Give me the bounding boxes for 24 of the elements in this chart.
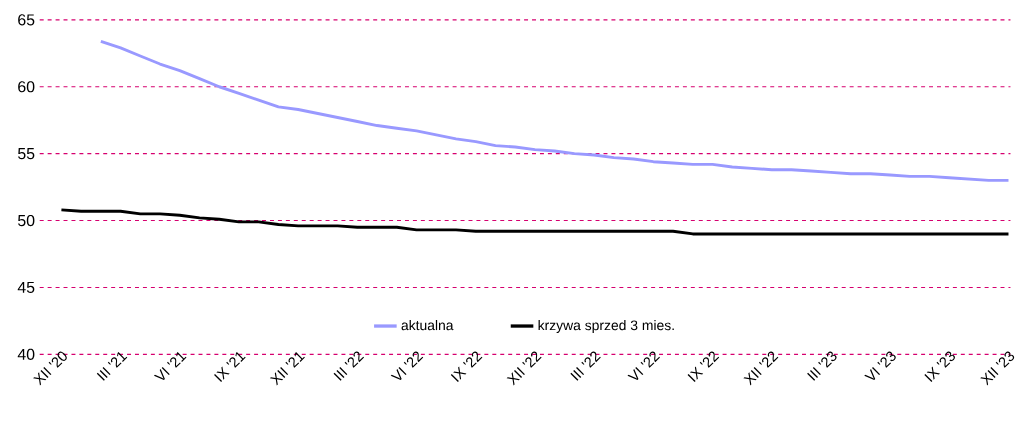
x-tick-label: XII '22 <box>506 351 542 386</box>
x-tick-label: IX '22 <box>450 351 483 383</box>
y-tick-label: 40 <box>17 348 35 361</box>
x-tick-label: VI '21 <box>153 352 187 381</box>
x-tick-label: XII '23 <box>980 351 1015 386</box>
x-tick-label: III '22 <box>570 351 601 381</box>
y-tick-label: 45 <box>17 281 35 294</box>
x-tick-label: III '23 <box>807 351 837 381</box>
x-tick-label: IX '22 <box>687 351 720 383</box>
x-tick-label: IX '21 <box>214 352 246 383</box>
x-tick-label: IX '23 <box>924 351 955 383</box>
x-tick-label: VI '22 <box>627 351 660 381</box>
y-tick-label: 65 <box>18 14 35 26</box>
x-tick-label: VI '23 <box>864 351 896 381</box>
legend-label: krzywa sprzed 3 mies. <box>538 320 674 334</box>
x-tick-label: III '21 <box>96 352 128 381</box>
y-tick-label: 60 <box>18 81 35 93</box>
x-tick-label: VI '22 <box>390 351 424 381</box>
x-tick-label: XII '22 <box>743 351 779 386</box>
x-tick-label: XII '21 <box>269 352 305 386</box>
y-tick-label: 50 <box>18 215 35 227</box>
y-tick-label: 55 <box>18 148 35 160</box>
legend-label: aktualna <box>401 320 454 331</box>
x-tick-label: III '22 <box>333 351 365 381</box>
